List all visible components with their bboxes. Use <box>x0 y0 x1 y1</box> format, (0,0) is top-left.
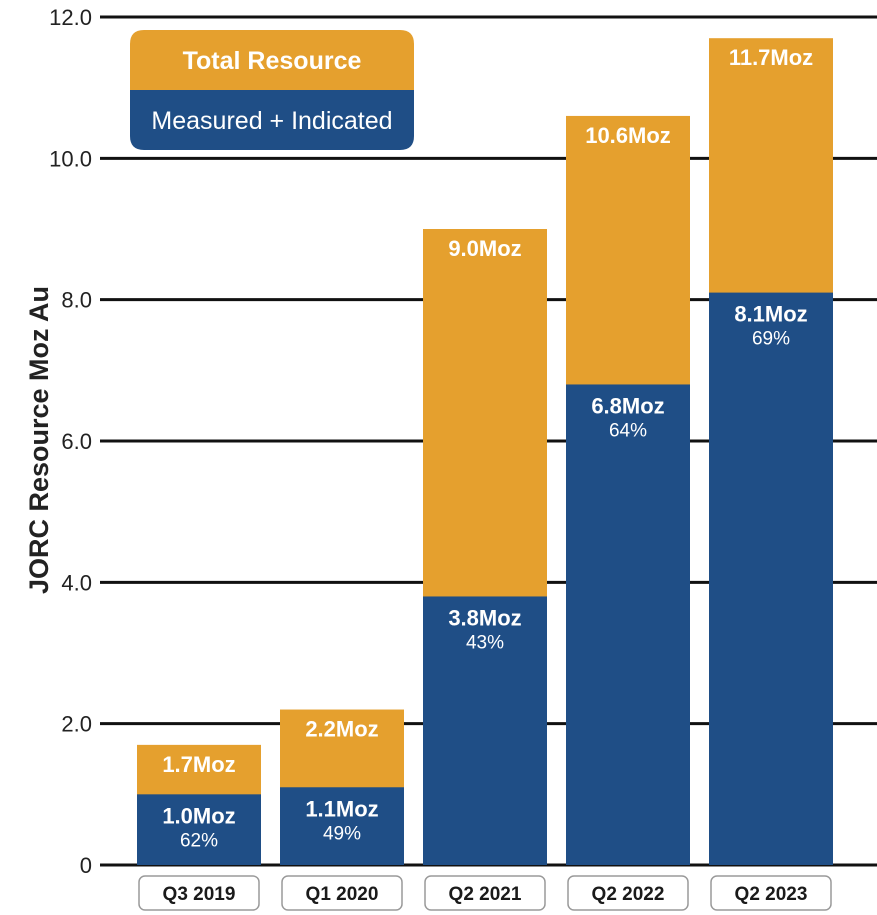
measured-indicated-value-label: 8.1Moz <box>734 302 807 327</box>
total-resource-value-label: 11.7Moz <box>729 45 813 70</box>
measured-indicated-percent-label: 62% <box>180 830 218 851</box>
y-tick-label: 0 <box>80 853 92 878</box>
bar-measured-indicated <box>709 292 833 866</box>
category-label-box <box>424 875 546 911</box>
category-label: Q2 2023 <box>735 884 808 905</box>
category-label-box <box>138 875 260 911</box>
y-tick-label: 6.0 <box>61 429 92 454</box>
bar-measured-indicated <box>566 384 690 865</box>
measured-indicated-percent-label: 43% <box>466 632 504 653</box>
y-axis-ticks: 0 2.0 4.0 6.0 8.0 10.0 12.0 <box>49 5 92 878</box>
bars <box>137 38 833 866</box>
measured-indicated-value-label: 3.8Moz <box>448 605 521 630</box>
total-resource-value-label: 1.7Moz <box>162 752 235 777</box>
category-label-box <box>281 875 403 911</box>
y-tick-label: 4.0 <box>61 570 92 595</box>
total-resource-value-label: 9.0Moz <box>448 236 521 261</box>
measured-indicated-percent-label: 69% <box>752 329 790 350</box>
legend-total-resource-swatch <box>130 30 414 90</box>
category-label: Q2 2021 <box>449 884 522 905</box>
total-resource-value-label: 2.2Moz <box>305 717 378 742</box>
category-label-box <box>710 875 832 911</box>
y-tick-label: 2.0 <box>61 712 92 737</box>
y-tick-label: 12.0 <box>49 5 92 30</box>
measured-indicated-percent-label: 64% <box>609 420 647 441</box>
measured-indicated-percent-label: 49% <box>323 823 361 844</box>
legend-measured-indicated-swatch <box>130 90 414 150</box>
measured-indicated-value-label: 1.1Moz <box>305 796 378 821</box>
bar-measured-indicated <box>423 596 547 865</box>
legend: Total Resource Measured + Indicated <box>130 30 414 150</box>
bar-measured-indicated <box>280 787 404 865</box>
y-tick-label: 8.0 <box>61 288 92 313</box>
measured-indicated-value-label: 1.0Moz <box>162 803 235 828</box>
x-axis-categories: Q3 2019 Q1 2020 Q2 2021 Q2 2022 Q2 2023 <box>138 875 832 911</box>
category-label: Q3 2019 <box>163 884 236 905</box>
legend-total-resource-label: Total Resource <box>183 47 362 75</box>
measured-indicated-value-label: 6.8Moz <box>591 393 664 418</box>
legend-measured-indicated-label: Measured + Indicated <box>151 107 392 135</box>
bar-measured-indicated <box>137 794 261 865</box>
category-label: Q1 2020 <box>306 884 379 905</box>
y-tick-label: 10.0 <box>49 146 92 171</box>
category-label: Q2 2022 <box>592 884 665 905</box>
category-label-box <box>567 875 689 911</box>
y-axis-label: JORC Resource Moz Au <box>24 286 54 594</box>
total-resource-value-label: 10.6Moz <box>585 123 671 148</box>
